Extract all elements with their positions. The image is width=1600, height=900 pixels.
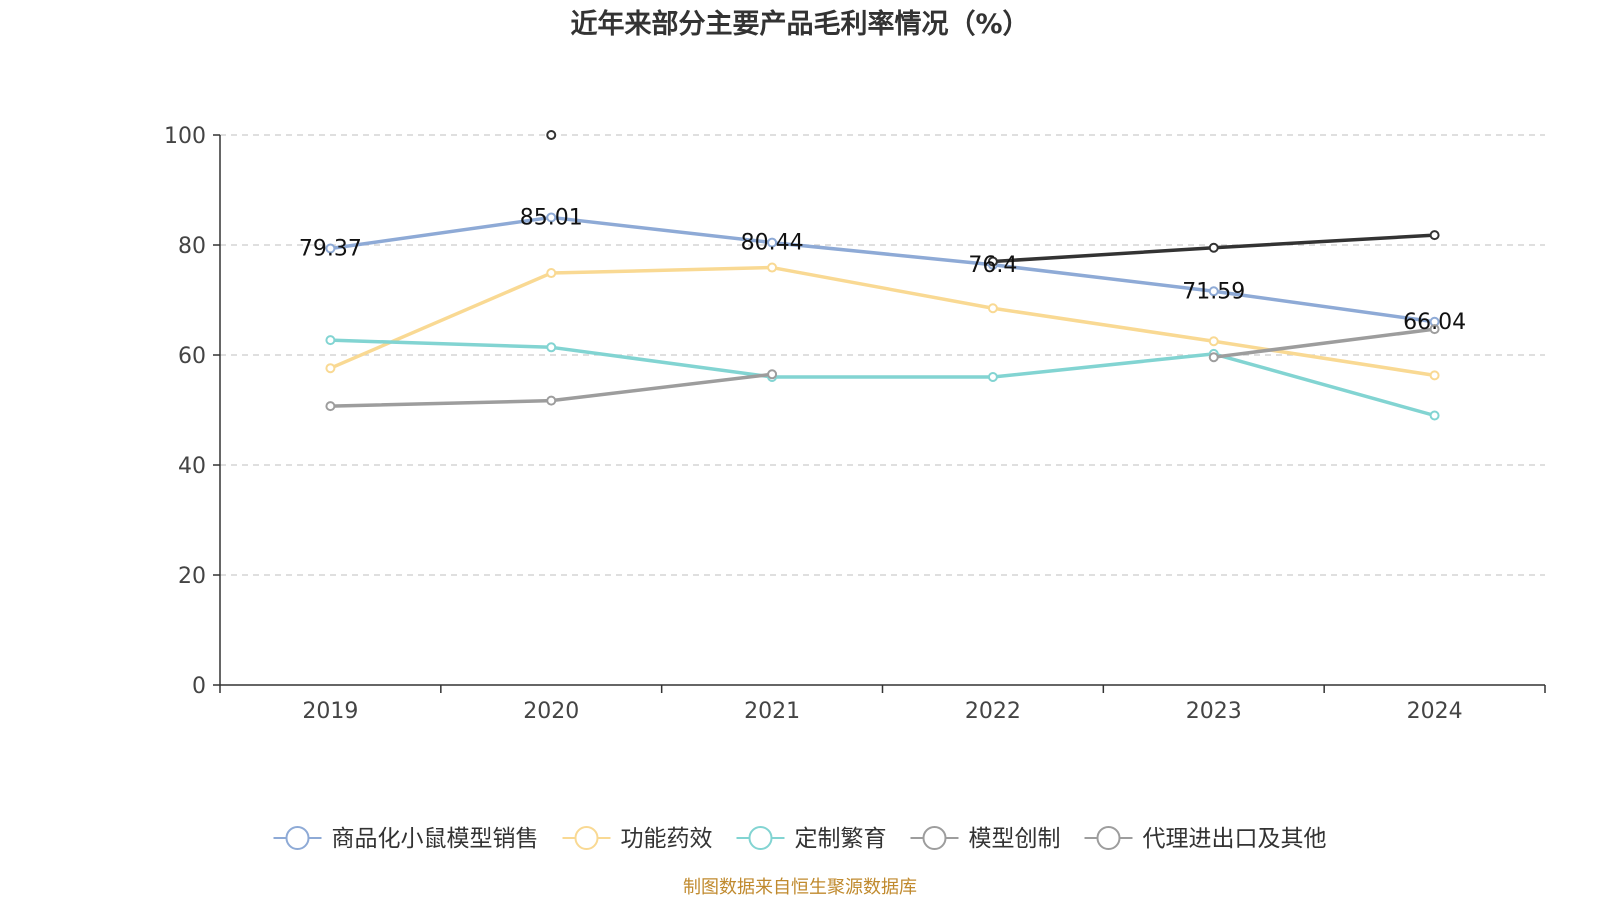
legend-circle-icon <box>748 826 773 850</box>
data-point <box>546 342 557 353</box>
legend-circle-icon <box>922 826 947 850</box>
y-tick-label: 40 <box>178 454 206 479</box>
legend-label: 定制繁育 <box>795 826 887 852</box>
data-label: 80.44 <box>741 231 804 256</box>
source-note: 制图数据来自恒生聚源数据库 <box>683 877 917 898</box>
data-point <box>1208 336 1219 347</box>
legend-circle-icon <box>1096 826 1121 850</box>
data-point <box>325 335 336 346</box>
series-line <box>330 215 1435 324</box>
legend-item[interactable]: 模型创制 <box>910 826 1061 852</box>
legend-item[interactable]: 功能药效 <box>562 826 713 852</box>
data-point <box>767 237 778 248</box>
data-label: 79.37 <box>299 236 362 261</box>
x-tick-label: 2020 <box>523 699 579 724</box>
data-label: 76.4 <box>968 253 1017 278</box>
y-tick-label: 60 <box>178 344 206 369</box>
data-point <box>767 369 778 380</box>
series-group <box>325 130 1440 421</box>
data-label: 85.01 <box>520 205 583 230</box>
y-tick-label: 20 <box>178 564 206 589</box>
legend-circle-icon <box>574 826 599 850</box>
legend-label: 代理进出口及其他 <box>1143 826 1327 852</box>
data-label: 66.04 <box>1403 310 1466 335</box>
y-tick-label: 100 <box>164 124 206 149</box>
axes: 0 20 40 60 80 100 2019 2020 2021 2022 2023 2024 <box>164 124 1546 724</box>
data-point <box>1208 286 1219 297</box>
series-line <box>329 265 1435 378</box>
y-tick-label: 80 <box>178 234 206 259</box>
legend-item[interactable]: 定制繁育 <box>736 826 887 852</box>
x-tick-label: 2022 <box>965 699 1021 724</box>
data-labels: 79.37 85.01 80.44 76.4 71.59 66.04 <box>299 205 1466 334</box>
series-line <box>330 338 1436 418</box>
chart-title: 近年来部分主要产品毛利率情况（%） <box>570 8 1029 40</box>
data-point <box>987 256 998 267</box>
data-point <box>325 363 336 374</box>
x-tick-label: 2019 <box>302 699 358 724</box>
data-point <box>1429 370 1440 381</box>
data-point <box>1429 410 1440 421</box>
data-point <box>325 401 336 412</box>
series-1 <box>325 212 1440 327</box>
series-line <box>1213 327 1435 359</box>
gridlines <box>220 134 1545 576</box>
legend-label: 功能药效 <box>621 826 713 852</box>
data-point <box>325 243 336 254</box>
series-2 <box>325 262 1440 381</box>
data-point <box>987 372 998 382</box>
data-point <box>546 212 557 223</box>
data-point <box>1208 242 1219 253</box>
data-point <box>767 262 778 273</box>
x-tick-label: 2024 <box>1407 699 1463 724</box>
legend-label: 模型创制 <box>969 826 1061 852</box>
data-point <box>1429 324 1440 335</box>
x-tick-label: 2021 <box>744 699 800 724</box>
y-tick-label: 0 <box>192 674 206 699</box>
legend-circle-icon <box>285 826 310 850</box>
legend-label: 商品化小鼠模型销售 <box>332 826 539 852</box>
data-point <box>546 395 557 406</box>
data-point <box>546 130 557 140</box>
legend-item[interactable]: 代理进出口及其他 <box>1084 826 1327 852</box>
data-label: 71.59 <box>1182 279 1245 304</box>
series-4 <box>546 130 1440 267</box>
x-tick-label: 2023 <box>1186 699 1242 724</box>
data-point <box>1429 230 1440 241</box>
legend-item[interactable]: 商品化小鼠模型销售 <box>273 826 539 852</box>
data-point <box>546 268 557 279</box>
data-point <box>987 303 998 314</box>
data-point <box>1208 352 1219 363</box>
legend: 商品化小鼠模型销售 功能药效 定制繁育 模型创制 代理进出口及其他 <box>273 826 1327 852</box>
series-5 <box>325 324 1440 412</box>
